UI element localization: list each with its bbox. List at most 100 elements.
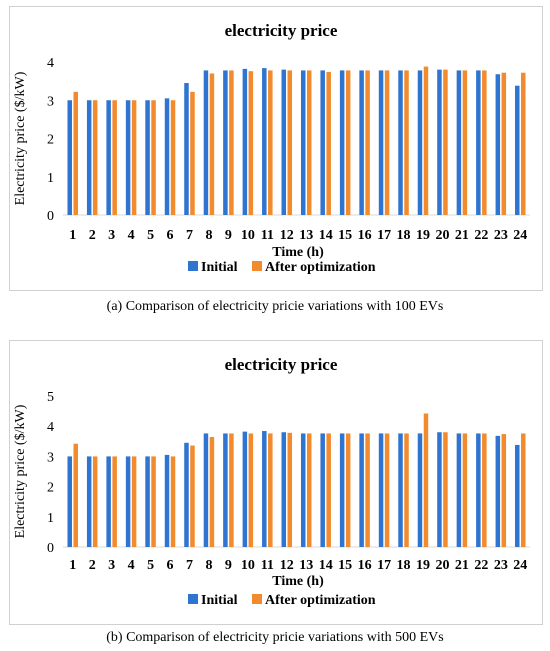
x-tick-label: 5: [147, 228, 154, 243]
y-tick-label: 4: [47, 420, 54, 435]
y-axis-label: Electricity price ($/kW): [13, 71, 28, 205]
x-tick-label: 15: [338, 228, 352, 243]
x-tick-label: 21: [455, 228, 469, 243]
legend-label: Initial: [201, 593, 238, 608]
bar-after-optimization: [482, 433, 487, 547]
bar-initial: [398, 70, 403, 215]
x-tick-label: 9: [225, 558, 232, 573]
x-axis-label: Time (h): [272, 574, 324, 589]
bar-initial: [281, 432, 287, 547]
chart-panel-a: electricity price 0 1 2 3 4 Electricity price …: [9, 6, 543, 291]
bar-initial: [339, 70, 345, 215]
bar-initial: [320, 433, 325, 547]
bar-initial: [203, 433, 209, 547]
x-tick-label: 12: [280, 228, 294, 243]
bar-after-optimization: [384, 70, 390, 215]
x-tick-label: 6: [167, 228, 174, 243]
bar-after-optimization: [306, 433, 312, 547]
bar-after-optimization: [287, 70, 293, 215]
bar-after-optimization: [209, 437, 215, 547]
x-tick-label: 21: [455, 558, 469, 573]
y-tick-label: 0: [47, 541, 54, 556]
x-tick-label: 22: [474, 558, 488, 573]
bar-after-optimization: [306, 70, 312, 215]
bar-after-optimization: [131, 456, 137, 547]
x-tick-label: 23: [494, 228, 508, 243]
bar-after-optimization: [131, 100, 137, 215]
bar-after-optimization: [112, 100, 117, 215]
bar-after-optimization: [268, 70, 273, 215]
bar-after-optimization: [73, 443, 78, 547]
x-tick-label: 17: [377, 558, 391, 573]
y-tick-label: 3: [47, 450, 54, 465]
x-tick-label: 7: [186, 228, 193, 243]
x-tick-label: 24: [513, 558, 527, 573]
x-tick-label: 4: [128, 558, 135, 573]
x-tick-label: 19: [416, 558, 430, 573]
y-tick-label: 2: [47, 133, 54, 148]
bar-initial: [125, 100, 131, 215]
legend-label: After optimization: [265, 260, 376, 275]
bar-after-optimization: [209, 73, 215, 215]
x-tick-label: 16: [358, 228, 372, 243]
bar-after-optimization: [326, 433, 331, 547]
x-tick-label: 15: [338, 558, 352, 573]
bar-after-optimization: [92, 100, 98, 215]
bar-initial: [359, 70, 364, 215]
bar-initial: [515, 444, 520, 547]
x-tick-label: 8: [205, 228, 212, 243]
chart-title: electricity price: [225, 21, 338, 40]
bar-initial: [281, 69, 287, 216]
x-tick-label: 5: [147, 558, 154, 573]
y-tick-label: 4: [47, 56, 54, 71]
legend-swatch: [188, 594, 198, 604]
bar-after-optimization: [462, 70, 468, 215]
bar-initial: [164, 98, 170, 215]
x-tick-label: 12: [280, 558, 294, 573]
bar-initial: [223, 70, 228, 215]
x-tick-label: 19: [416, 228, 430, 243]
bar-initial: [456, 433, 462, 547]
bar-after-optimization: [501, 72, 507, 216]
x-tick-label: 4: [128, 228, 135, 243]
bar-initial: [67, 456, 72, 547]
bar-after-optimization: [229, 433, 234, 547]
x-tick-label: 6: [167, 558, 174, 573]
x-tick-label: 13: [299, 228, 313, 243]
bar-after-optimization: [521, 72, 526, 216]
bar-initial: [67, 100, 72, 215]
legend-swatch: [252, 261, 262, 271]
bar-initial: [515, 85, 520, 215]
bar-after-optimization: [190, 445, 195, 547]
x-tick-label: 14: [319, 228, 333, 243]
x-tick-label: 16: [358, 558, 372, 573]
bar-initial: [262, 68, 267, 215]
chart-title: electricity price: [225, 355, 338, 374]
bar-initial: [456, 70, 462, 215]
y-tick-label: 2: [47, 481, 54, 496]
bar-after-optimization: [423, 413, 429, 547]
bar-after-optimization: [73, 91, 78, 215]
x-tick-label: 2: [89, 228, 96, 243]
bar-after-optimization: [151, 456, 156, 547]
bar-after-optimization: [190, 91, 195, 215]
legend-swatch: [188, 261, 198, 271]
bar-initial: [320, 70, 325, 215]
bar-after-optimization: [248, 71, 254, 216]
bar-after-optimization: [92, 456, 98, 547]
y-axis-label: Electricity price ($/kW): [13, 404, 28, 538]
x-tick-label: 11: [261, 228, 274, 243]
bar-initial: [242, 68, 248, 215]
bar-after-optimization: [423, 66, 429, 215]
bar-initial: [86, 456, 92, 547]
bar-initial: [437, 69, 442, 216]
bar-initial: [125, 456, 131, 547]
bar-after-optimization: [443, 69, 448, 216]
bar-initial: [106, 100, 111, 215]
x-axis-label: Time (h): [272, 245, 324, 260]
x-tick-label: 18: [397, 558, 411, 573]
x-tick-label: 23: [494, 558, 508, 573]
bar-after-optimization: [482, 70, 487, 215]
